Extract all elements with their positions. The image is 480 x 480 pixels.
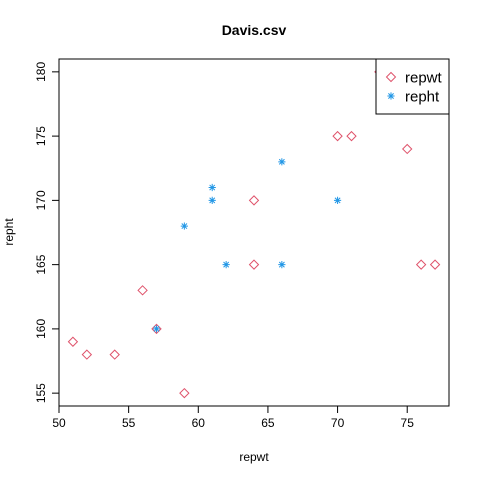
- repwt-point: [67, 336, 79, 347]
- repwt-point: [81, 349, 93, 360]
- x-tick-label: 70: [331, 416, 345, 430]
- legend-box: [375, 58, 450, 115]
- y-tick-label: 160: [34, 319, 48, 339]
- x-tick-label: 50: [52, 416, 66, 430]
- repwt-point: [137, 285, 148, 296]
- x-axis-label: repwt: [239, 450, 269, 464]
- y-tick-label: 170: [34, 190, 48, 210]
- chart-title: Davis.csv: [222, 22, 287, 38]
- repwt-point: [415, 259, 427, 270]
- x-tick-label: 55: [122, 416, 136, 430]
- legend-diamond-icon: [385, 71, 397, 83]
- y-tick-label: 175: [34, 126, 48, 146]
- repwt-point: [346, 130, 357, 142]
- repht-point: [152, 325, 161, 333]
- repwt-point: [429, 259, 441, 270]
- repht-point: [278, 261, 286, 269]
- repht-point: [222, 261, 230, 269]
- plot-layer: 50 55 60 65 70 75 155 160 165 170 175 180 repwt repht: [34, 58, 450, 430]
- repht-point: [278, 158, 286, 166]
- repht-point: [333, 196, 342, 204]
- x-tick-label: 65: [261, 416, 275, 430]
- repwt-point: [402, 143, 413, 155]
- y-tick-label: 180: [34, 62, 48, 82]
- repht-point: [208, 183, 216, 192]
- repht-point: [208, 196, 216, 204]
- legend-asterisk-icon: [387, 92, 395, 100]
- y-tick-label: 155: [34, 383, 48, 403]
- x-tick-label: 60: [192, 416, 206, 430]
- repwt-point: [151, 323, 162, 335]
- repht-point: [180, 222, 188, 230]
- repwt-point: [179, 387, 190, 399]
- y-tick-label: 165: [34, 254, 48, 274]
- repwt-point: [109, 349, 120, 360]
- repwt-point: [248, 195, 260, 206]
- y-axis-label: repht: [2, 218, 16, 246]
- x-tick-label: 75: [401, 416, 415, 430]
- repwt-point: [248, 259, 260, 270]
- repwt-point: [332, 130, 343, 142]
- legend-label: repht: [405, 88, 440, 105]
- legend-label: repwt: [405, 69, 443, 86]
